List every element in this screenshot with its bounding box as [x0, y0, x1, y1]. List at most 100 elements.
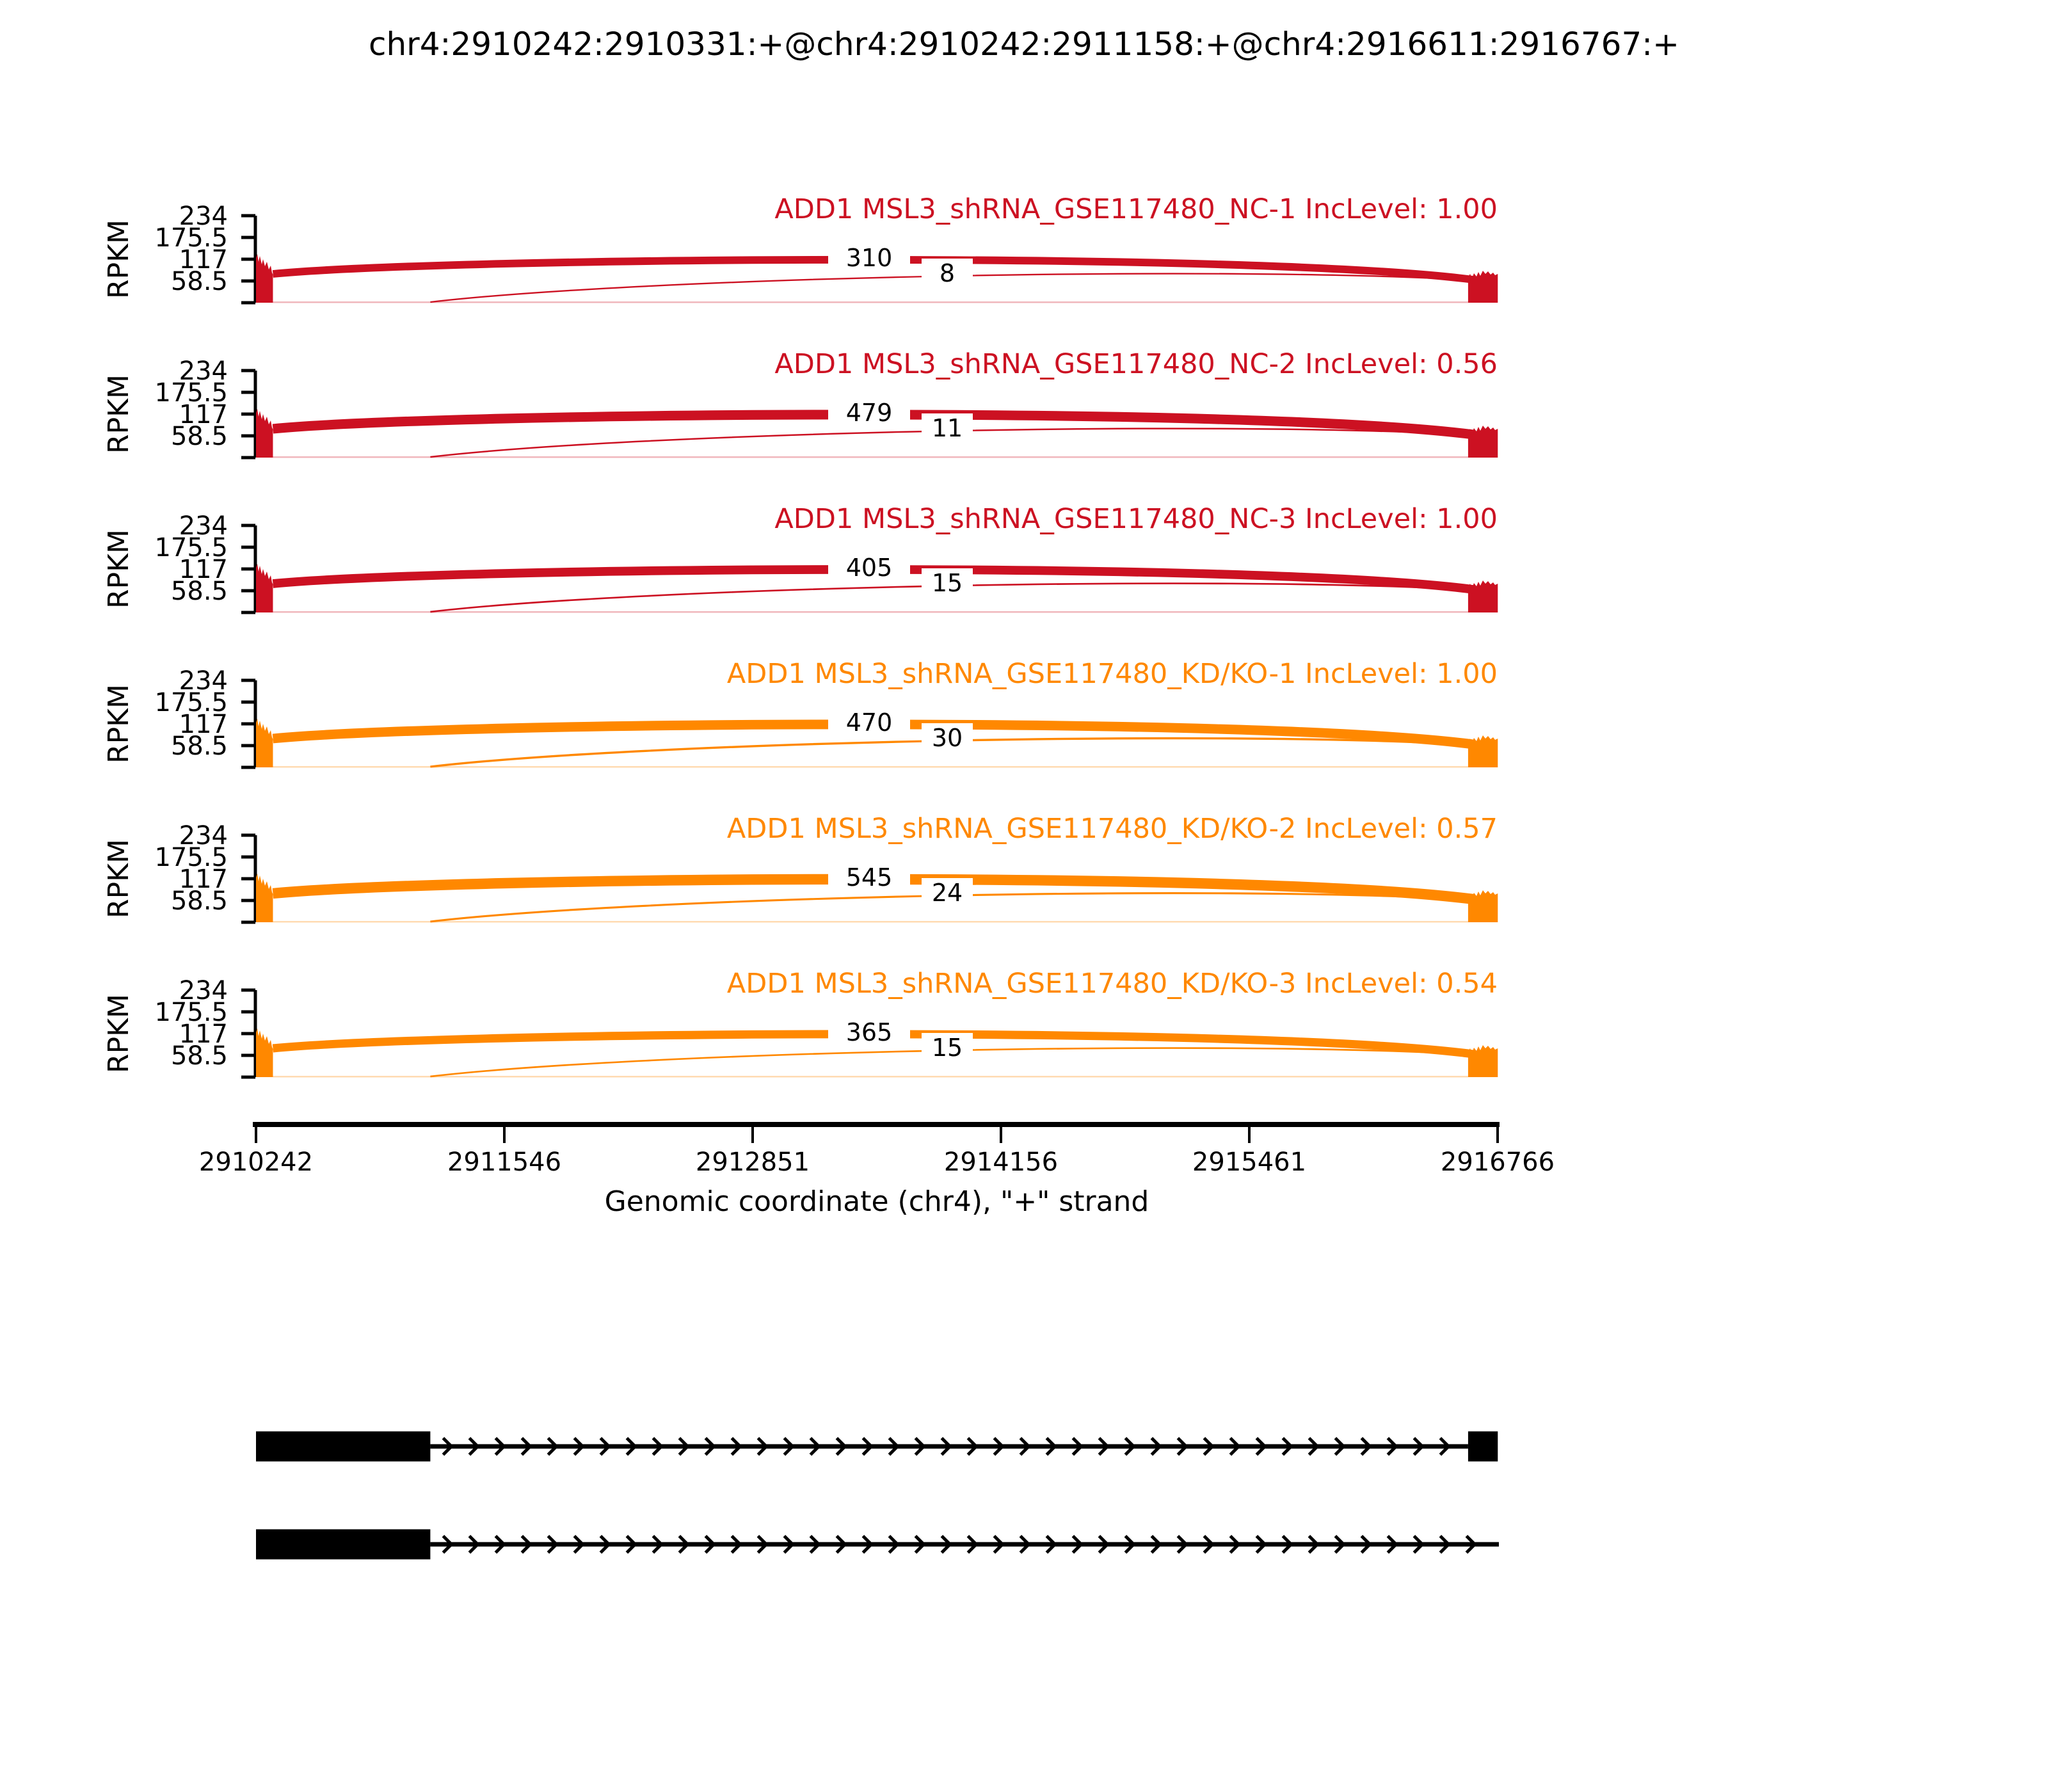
intron-arrow-icon [861, 1535, 874, 1554]
coverage-right-exon [1468, 890, 1498, 922]
coverage-right-exon [1468, 426, 1498, 458]
junction-count-main-bg [828, 242, 910, 274]
junction-count-main: 365 [846, 1018, 893, 1046]
intron-arrow-icon [1150, 1535, 1162, 1554]
intron-arrow-icon [1334, 1535, 1346, 1554]
rpkm-axis-label: RPKM [102, 529, 135, 609]
intron-arrow-icon [1465, 1535, 1477, 1554]
y-tick-label: 117 [179, 1020, 228, 1049]
intron-arrow-icon [1019, 1437, 1031, 1456]
x-axis-label: Genomic coordinate (chr4), "+" strand [604, 1185, 1149, 1218]
track-label: ADD1 MSL3_shRNA_GSE117480_KD/KO-1 IncLev… [727, 658, 1498, 690]
track-label: ADD1 MSL3_shRNA_GSE117480_KD/KO-3 IncLev… [727, 968, 1498, 1000]
intron-arrow-icon [1071, 1437, 1084, 1456]
y-tick-label: 234 [179, 666, 228, 696]
x-tick-label: 2912851 [696, 1148, 810, 1177]
intron-arrow-icon [704, 1437, 716, 1456]
y-tick-label: 117 [179, 555, 228, 584]
intron-arrow-icon [888, 1437, 900, 1456]
junction-count-minor: 30 [932, 724, 963, 752]
intron-arrow-icon [520, 1437, 532, 1456]
y-tick-label: 58.5 [171, 267, 228, 296]
junction-count-main: 479 [846, 399, 893, 427]
intron-arrow-icon [625, 1535, 637, 1554]
intron-arrow-icon [1412, 1437, 1425, 1456]
coverage-baseline [273, 456, 1468, 458]
intron-arrow-icon [573, 1437, 585, 1456]
intron-arrow-icon [914, 1437, 926, 1456]
intron-arrow-icon [1098, 1535, 1110, 1554]
intron-arrow-icon [966, 1437, 979, 1456]
coverage-baseline [273, 611, 1468, 613]
coverage-right-exon [1468, 580, 1498, 612]
coverage-left-exon [256, 719, 273, 767]
intron-arrow-icon [809, 1437, 821, 1456]
intron-arrow-icon [442, 1437, 454, 1456]
intron-arrow-icon [1229, 1437, 1241, 1456]
intron-arrow-icon [1045, 1437, 1057, 1456]
junction-count-minor: 15 [932, 1034, 963, 1062]
junction-count-main: 470 [846, 708, 893, 737]
junction-count-main-bg [828, 397, 910, 429]
intron-arrow-icon [1334, 1437, 1346, 1456]
junction-count-minor: 15 [932, 569, 963, 597]
intron-arrow-icon [652, 1437, 664, 1456]
y-tick-label: 58.5 [171, 577, 228, 606]
junction-count-main-bg [828, 707, 910, 739]
y-tick-label: 234 [179, 511, 228, 541]
intron-arrow-icon [1203, 1437, 1215, 1456]
y-tick-label: 175.5 [154, 378, 228, 408]
x-axis: 2910242 2911546 2912851 2914156 2915461 29167… [199, 1122, 1555, 1177]
intron-arrow-icon [1255, 1437, 1267, 1456]
intron-arrow-icon [1176, 1437, 1188, 1456]
junction-count-main-bg [828, 861, 910, 893]
junction-count-main: 545 [846, 863, 893, 892]
coverage-left-exon [256, 409, 273, 458]
intron-arrow-icon [888, 1535, 900, 1554]
coverage-baseline [273, 921, 1468, 923]
intron-arrow-icon [1281, 1437, 1293, 1456]
junction-count-minor-bg [922, 1033, 973, 1062]
coverage-baseline [273, 301, 1468, 303]
x-tick-label: 2916766 [1441, 1148, 1555, 1177]
intron-arrow-icon [1124, 1535, 1136, 1554]
y-tick-label: 58.5 [171, 422, 228, 451]
intron-arrow-icon [468, 1437, 480, 1456]
coverage-right-exon [1468, 735, 1498, 767]
y-tick-label: 117 [179, 710, 228, 739]
intron-arrow-icon [730, 1437, 742, 1456]
intron-arrow-icon [993, 1535, 1005, 1554]
y-tick-label: 234 [179, 356, 228, 386]
intron-arrow-icon [1229, 1535, 1241, 1554]
coverage-right-exon [1468, 1045, 1498, 1077]
y-tick-label: 234 [179, 202, 228, 231]
intron-arrow-icon [1255, 1535, 1267, 1554]
isoform-exon [256, 1431, 431, 1462]
track-label: ADD1 MSL3_shRNA_GSE117480_NC-3 IncLevel:… [774, 503, 1498, 535]
y-tick-label: 234 [179, 976, 228, 1005]
y-tick-label: 117 [179, 245, 228, 275]
intron-arrow-icon [1360, 1437, 1372, 1456]
track-label: ADD1 MSL3_shRNA_GSE117480_KD/KO-2 IncLev… [727, 813, 1498, 845]
intron-arrow-icon [1308, 1535, 1320, 1554]
intron-arrow-icon [468, 1535, 480, 1554]
coverage-left-exon [256, 874, 273, 922]
intron-arrow-icon [573, 1535, 585, 1554]
intron-arrow-icon [809, 1535, 821, 1554]
intron-arrow-icon [1176, 1535, 1188, 1554]
intron-arrow-icon [599, 1437, 611, 1456]
x-tick-label: 2914156 [944, 1148, 1058, 1177]
intron-arrow-icon [1386, 1535, 1398, 1554]
isoform-exon [1468, 1431, 1498, 1462]
intron-arrow-icon [1412, 1535, 1425, 1554]
x-tick-label: 2911546 [447, 1148, 561, 1177]
intron-arrow-icon [940, 1437, 952, 1456]
junction-count-minor-bg [922, 259, 973, 288]
intron-arrow-icon [1098, 1437, 1110, 1456]
y-tick-label: 117 [179, 865, 228, 894]
y-tick-label: 234 [179, 821, 228, 851]
